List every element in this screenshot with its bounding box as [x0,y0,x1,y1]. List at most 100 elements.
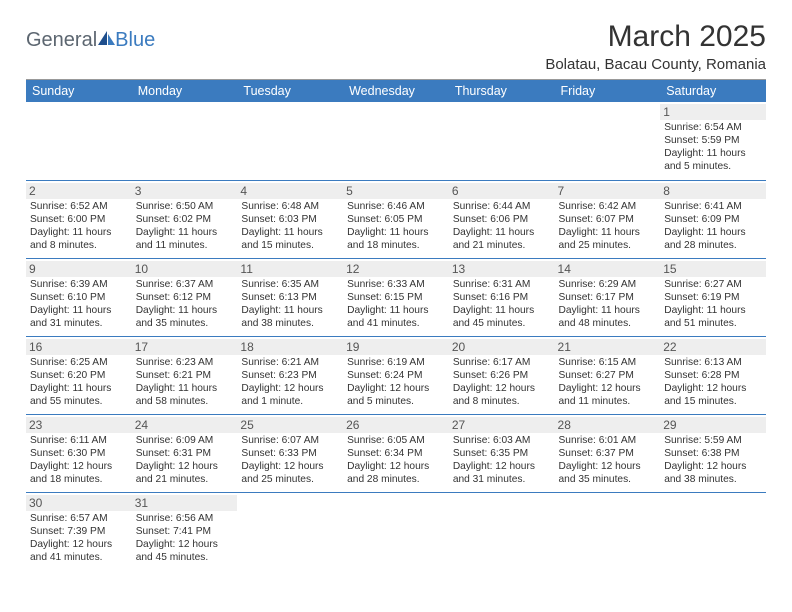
day-details: Sunrise: 6:35 AMSunset: 6:13 PMDaylight:… [241,278,339,330]
calendar-day-cell: 14Sunrise: 6:29 AMSunset: 6:17 PMDayligh… [555,258,661,336]
logo: General Blue [26,28,155,53]
calendar-day-cell: 15Sunrise: 6:27 AMSunset: 6:19 PMDayligh… [660,258,766,336]
day-details: Sunrise: 6:46 AMSunset: 6:05 PMDaylight:… [347,200,445,252]
day-details: Sunrise: 6:01 AMSunset: 6:37 PMDaylight:… [559,434,657,486]
day-details: Sunrise: 6:11 AMSunset: 6:30 PMDaylight:… [30,434,128,486]
day-details: Sunrise: 6:56 AMSunset: 7:41 PMDaylight:… [136,512,234,564]
day-number: 21 [555,339,661,355]
calendar-empty-cell [555,492,661,570]
calendar-week-row: 1Sunrise: 6:54 AMSunset: 5:59 PMDaylight… [26,102,766,180]
calendar-empty-cell [449,492,555,570]
day-number: 22 [660,339,766,355]
calendar-day-cell: 31Sunrise: 6:56 AMSunset: 7:41 PMDayligh… [132,492,238,570]
day-number: 6 [449,183,555,199]
day-number: 16 [26,339,132,355]
month-title: March 2025 [545,20,766,54]
day-details: Sunrise: 6:44 AMSunset: 6:06 PMDaylight:… [453,200,551,252]
calendar-day-cell: 2Sunrise: 6:52 AMSunset: 6:00 PMDaylight… [26,180,132,258]
day-details: Sunrise: 6:03 AMSunset: 6:35 PMDaylight:… [453,434,551,486]
day-number: 5 [343,183,449,199]
day-details: Sunrise: 6:23 AMSunset: 6:21 PMDaylight:… [136,356,234,408]
title-block: March 2025 Bolatau, Bacau County, Romani… [545,20,766,73]
day-details: Sunrise: 6:37 AMSunset: 6:12 PMDaylight:… [136,278,234,330]
logo-text-part2: Blue [115,29,155,52]
calendar-day-cell: 7Sunrise: 6:42 AMSunset: 6:07 PMDaylight… [555,180,661,258]
calendar-day-cell: 5Sunrise: 6:46 AMSunset: 6:05 PMDaylight… [343,180,449,258]
calendar-day-cell: 25Sunrise: 6:07 AMSunset: 6:33 PMDayligh… [237,414,343,492]
calendar-body: 1Sunrise: 6:54 AMSunset: 5:59 PMDaylight… [26,102,766,570]
day-number: 1 [660,104,766,120]
calendar-empty-cell [343,102,449,180]
day-header: Monday [132,80,238,102]
calendar-day-cell: 28Sunrise: 6:01 AMSunset: 6:37 PMDayligh… [555,414,661,492]
calendar-table: SundayMondayTuesdayWednesdayThursdayFrid… [26,80,766,570]
day-number: 17 [132,339,238,355]
calendar-thead: SundayMondayTuesdayWednesdayThursdayFrid… [26,80,766,102]
day-details: Sunrise: 6:42 AMSunset: 6:07 PMDaylight:… [559,200,657,252]
calendar-day-cell: 1Sunrise: 6:54 AMSunset: 5:59 PMDaylight… [660,102,766,180]
calendar-day-cell: 17Sunrise: 6:23 AMSunset: 6:21 PMDayligh… [132,336,238,414]
calendar-empty-cell [237,102,343,180]
calendar-day-cell: 24Sunrise: 6:09 AMSunset: 6:31 PMDayligh… [132,414,238,492]
day-details: Sunrise: 6:29 AMSunset: 6:17 PMDaylight:… [559,278,657,330]
calendar-day-cell: 3Sunrise: 6:50 AMSunset: 6:02 PMDaylight… [132,180,238,258]
calendar-day-cell: 27Sunrise: 6:03 AMSunset: 6:35 PMDayligh… [449,414,555,492]
day-details: Sunrise: 6:09 AMSunset: 6:31 PMDaylight:… [136,434,234,486]
day-number: 12 [343,261,449,277]
day-number: 15 [660,261,766,277]
calendar-week-row: 2Sunrise: 6:52 AMSunset: 6:00 PMDaylight… [26,180,766,258]
day-details: Sunrise: 6:54 AMSunset: 5:59 PMDaylight:… [664,121,762,173]
day-number: 2 [26,183,132,199]
day-details: Sunrise: 6:48 AMSunset: 6:03 PMDaylight:… [241,200,339,252]
day-number: 26 [343,417,449,433]
day-number: 19 [343,339,449,355]
calendar-day-cell: 18Sunrise: 6:21 AMSunset: 6:23 PMDayligh… [237,336,343,414]
day-details: Sunrise: 6:41 AMSunset: 6:09 PMDaylight:… [664,200,762,252]
calendar-day-cell: 19Sunrise: 6:19 AMSunset: 6:24 PMDayligh… [343,336,449,414]
day-details: Sunrise: 6:27 AMSunset: 6:19 PMDaylight:… [664,278,762,330]
calendar-empty-cell [237,492,343,570]
day-number: 23 [26,417,132,433]
header: General Blue March 2025 Bolatau, Bacau C… [26,20,766,73]
calendar-day-cell: 10Sunrise: 6:37 AMSunset: 6:12 PMDayligh… [132,258,238,336]
day-number: 20 [449,339,555,355]
calendar-day-cell: 6Sunrise: 6:44 AMSunset: 6:06 PMDaylight… [449,180,555,258]
day-details: Sunrise: 6:07 AMSunset: 6:33 PMDaylight:… [241,434,339,486]
day-number: 13 [449,261,555,277]
calendar-day-cell: 29Sunrise: 5:59 AMSunset: 6:38 PMDayligh… [660,414,766,492]
day-details: Sunrise: 6:50 AMSunset: 6:02 PMDaylight:… [136,200,234,252]
calendar-week-row: 23Sunrise: 6:11 AMSunset: 6:30 PMDayligh… [26,414,766,492]
day-header: Friday [555,80,661,102]
location-text: Bolatau, Bacau County, Romania [545,56,766,73]
calendar-empty-cell [555,102,661,180]
calendar-day-cell: 9Sunrise: 6:39 AMSunset: 6:10 PMDaylight… [26,258,132,336]
day-number: 27 [449,417,555,433]
day-details: Sunrise: 6:21 AMSunset: 6:23 PMDaylight:… [241,356,339,408]
calendar-empty-cell [132,102,238,180]
calendar-day-cell: 22Sunrise: 6:13 AMSunset: 6:28 PMDayligh… [660,336,766,414]
day-number: 4 [237,183,343,199]
day-number: 9 [26,261,132,277]
day-details: Sunrise: 6:25 AMSunset: 6:20 PMDaylight:… [30,356,128,408]
day-number: 3 [132,183,238,199]
calendar-day-cell: 23Sunrise: 6:11 AMSunset: 6:30 PMDayligh… [26,414,132,492]
day-details: Sunrise: 6:15 AMSunset: 6:27 PMDaylight:… [559,356,657,408]
day-details: Sunrise: 6:13 AMSunset: 6:28 PMDaylight:… [664,356,762,408]
day-number: 30 [26,495,132,511]
calendar-day-cell: 12Sunrise: 6:33 AMSunset: 6:15 PMDayligh… [343,258,449,336]
calendar-day-cell: 4Sunrise: 6:48 AMSunset: 6:03 PMDaylight… [237,180,343,258]
day-number: 29 [660,417,766,433]
day-number: 10 [132,261,238,277]
day-header: Thursday [449,80,555,102]
day-header: Tuesday [237,80,343,102]
day-header: Sunday [26,80,132,102]
calendar-empty-cell [26,102,132,180]
day-number: 11 [237,261,343,277]
calendar-week-row: 30Sunrise: 6:57 AMSunset: 7:39 PMDayligh… [26,492,766,570]
calendar-day-cell: 8Sunrise: 6:41 AMSunset: 6:09 PMDaylight… [660,180,766,258]
day-details: Sunrise: 6:33 AMSunset: 6:15 PMDaylight:… [347,278,445,330]
calendar-day-cell: 30Sunrise: 6:57 AMSunset: 7:39 PMDayligh… [26,492,132,570]
day-number: 31 [132,495,238,511]
calendar-day-cell: 21Sunrise: 6:15 AMSunset: 6:27 PMDayligh… [555,336,661,414]
logo-text-part1: General [26,29,97,52]
